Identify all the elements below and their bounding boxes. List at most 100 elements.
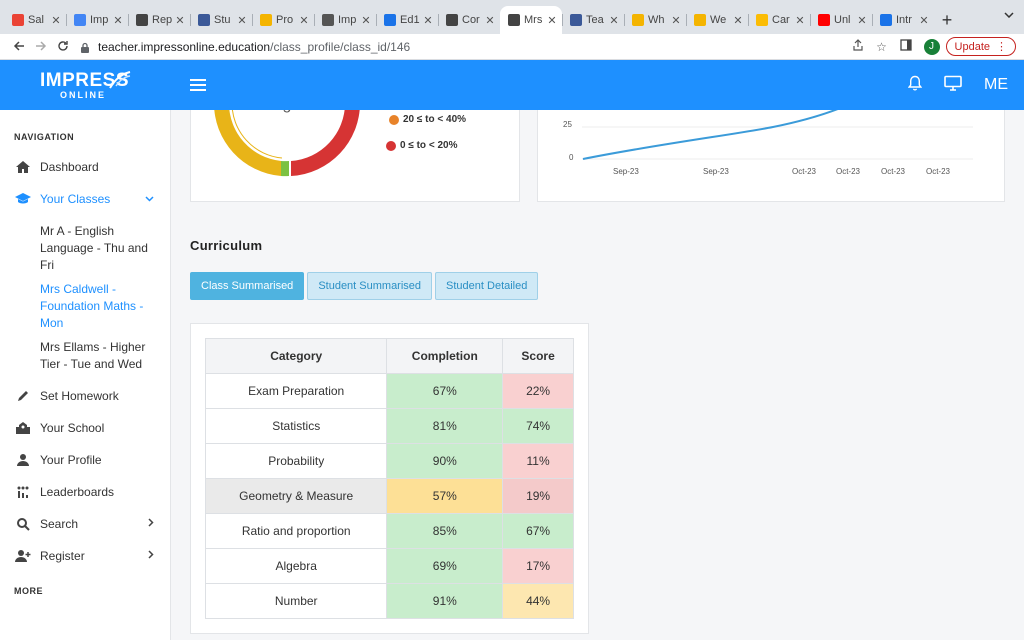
tab-favicon-icon bbox=[508, 14, 520, 26]
tab-close-icon[interactable]: ✕ bbox=[51, 14, 61, 27]
tab-close-icon[interactable]: ✕ bbox=[175, 14, 185, 27]
bell-icon[interactable] bbox=[907, 75, 923, 96]
cell-completion: 90% bbox=[386, 443, 504, 479]
tab-close-icon[interactable]: ✕ bbox=[733, 14, 743, 27]
browser-tab[interactable]: Rep ✕ bbox=[128, 6, 190, 34]
pencil-icon bbox=[14, 388, 32, 404]
class-link-mr-a[interactable]: Mr A - English Language - Thu and Fri bbox=[40, 224, 148, 272]
legend-item-20-40: 20 ≤ to < 40% bbox=[389, 114, 466, 125]
browser-tab[interactable]: Pro ✕ bbox=[252, 6, 314, 34]
me-menu[interactable]: ME bbox=[984, 76, 1008, 93]
tab-favicon-icon bbox=[260, 14, 272, 26]
update-label: Update bbox=[954, 40, 990, 53]
legend-dot-red bbox=[386, 140, 396, 151]
browser-tab[interactable]: Ed1 ✕ bbox=[376, 6, 438, 34]
tab-close-icon[interactable]: ✕ bbox=[547, 14, 557, 27]
sidebar-item-leaderboards[interactable]: Leaderboards bbox=[0, 476, 170, 508]
home-icon bbox=[14, 159, 32, 175]
update-button[interactable]: Update ⋮ bbox=[945, 37, 1016, 56]
tab-favicon-icon bbox=[694, 14, 706, 26]
tab-close-icon[interactable]: ✕ bbox=[113, 14, 123, 27]
add-user-icon bbox=[14, 548, 32, 564]
table-row[interactable]: Geometry & Measure 57% 19% bbox=[204, 478, 574, 514]
column-header-completion[interactable]: Completion bbox=[386, 338, 504, 374]
cell-completion: 81% bbox=[386, 408, 504, 444]
class-link-mrs-caldwell[interactable]: Mrs Caldwell - Foundation Maths - Mon bbox=[40, 282, 144, 330]
new-tab-button[interactable]: + bbox=[941, 9, 953, 30]
impress-logo[interactable]: IMPRESS ONLINE bbox=[0, 70, 170, 100]
browser-tab[interactable]: Sal ✕ bbox=[4, 6, 66, 34]
browser-tab[interactable]: Stu ✕ bbox=[190, 6, 252, 34]
cell-category: Geometry & Measure bbox=[204, 478, 388, 514]
browser-tab[interactable]: Wh ✕ bbox=[624, 6, 686, 34]
profile-avatar[interactable]: J bbox=[923, 38, 940, 55]
cell-completion: 57% bbox=[386, 478, 504, 514]
tab-student-summarised[interactable]: Student Summarised bbox=[307, 272, 433, 300]
table-row[interactable]: Number 91% 44% bbox=[204, 583, 574, 619]
tab-close-icon[interactable]: ✕ bbox=[795, 14, 805, 27]
tab-close-icon[interactable]: ✕ bbox=[919, 14, 929, 27]
tab-class-summarised[interactable]: Class Summarised bbox=[190, 272, 305, 300]
sidebar-item-your-classes[interactable]: Your Classes bbox=[0, 183, 170, 215]
cell-category: Statistics bbox=[204, 408, 388, 444]
tab-close-icon[interactable]: ✕ bbox=[299, 14, 309, 27]
share-icon[interactable] bbox=[846, 39, 870, 54]
browser-tab[interactable]: We ✕ bbox=[686, 6, 748, 34]
curriculum-view-tabs: Class Summarised Student Summarised Stud… bbox=[190, 272, 539, 300]
reload-icon[interactable] bbox=[52, 39, 74, 55]
tab-favicon-icon bbox=[12, 14, 24, 26]
monitor-icon[interactable] bbox=[944, 75, 962, 96]
sidebar-item-register[interactable]: Register bbox=[0, 540, 170, 572]
table-row[interactable]: Exam Preparation 67% 22% bbox=[204, 373, 574, 409]
browser-tab[interactable]: Imp ✕ bbox=[66, 6, 128, 34]
browser-tab[interactable]: Car ✕ bbox=[748, 6, 810, 34]
class-link-mrs-ellams[interactable]: Mrs Ellams - Higher Tier - Tue and Wed bbox=[40, 340, 146, 371]
cell-category: Probability bbox=[204, 443, 388, 479]
table-header-row: Category Completion Score bbox=[204, 338, 574, 374]
tab-close-icon[interactable]: ✕ bbox=[609, 14, 619, 27]
line-chart-card: 25 0 Sep-23 Sep-23 Oct-23 Oct-23 Oct-23 … bbox=[537, 110, 1005, 202]
table-row[interactable]: Ratio and proportion 85% 67% bbox=[204, 513, 574, 549]
browser-tab[interactable]: Unl ✕ bbox=[810, 6, 872, 34]
forward-arrow-icon[interactable] bbox=[30, 39, 52, 55]
tab-close-icon[interactable]: ✕ bbox=[857, 14, 867, 27]
tab-close-icon[interactable]: ✕ bbox=[671, 14, 681, 27]
column-header-score[interactable]: Score bbox=[502, 338, 574, 374]
tab-close-icon[interactable]: ✕ bbox=[237, 14, 247, 27]
tab-close-icon[interactable]: ✕ bbox=[423, 14, 433, 27]
cell-score: 44% bbox=[502, 583, 574, 619]
browser-tab[interactable]: Mrs ✕ bbox=[500, 6, 562, 34]
sidebar-item-your-school[interactable]: Your School bbox=[0, 412, 170, 444]
bookmark-star-icon[interactable]: ☆ bbox=[876, 39, 887, 54]
browser-tab[interactable]: Imp ✕ bbox=[314, 6, 376, 34]
browser-tab[interactable]: Intr ✕ bbox=[872, 6, 934, 34]
tab-close-icon[interactable]: ✕ bbox=[361, 14, 371, 27]
sidebar-item-set-homework[interactable]: Set Homework bbox=[0, 380, 170, 412]
leaderboard-icon bbox=[14, 484, 32, 500]
column-header-category[interactable]: Category bbox=[204, 338, 388, 374]
tab-label: Imp bbox=[90, 14, 109, 26]
browser-tab[interactable]: Cor ✕ bbox=[438, 6, 500, 34]
sidebar-item-label: Your Profile bbox=[40, 453, 102, 467]
sidebar: NAVIGATION Dashboard Your Classes Mr A -… bbox=[0, 110, 171, 640]
tab-search-chevron-icon[interactable] bbox=[1004, 10, 1014, 21]
side-panel-icon[interactable] bbox=[894, 39, 918, 54]
donut-segment-green bbox=[281, 161, 289, 177]
hamburger-menu-icon[interactable] bbox=[190, 76, 206, 94]
cell-completion: 69% bbox=[386, 548, 504, 584]
back-arrow-icon[interactable] bbox=[8, 39, 30, 55]
cell-completion: 91% bbox=[386, 583, 504, 619]
tab-student-detailed[interactable]: Student Detailed bbox=[435, 272, 539, 300]
sidebar-item-your-profile[interactable]: Your Profile bbox=[0, 444, 170, 476]
lock-icon bbox=[80, 42, 90, 53]
url-field[interactable]: teacher.impressonline.education/class_pr… bbox=[80, 40, 846, 54]
donut-center-text: g bbox=[283, 110, 292, 113]
table-row[interactable]: Probability 90% 11% bbox=[204, 443, 574, 479]
sidebar-item-search[interactable]: Search bbox=[0, 508, 170, 540]
table-row[interactable]: Algebra 69% 17% bbox=[204, 548, 574, 584]
tab-close-icon[interactable]: ✕ bbox=[485, 14, 495, 27]
browser-tab[interactable]: Tea ✕ bbox=[562, 6, 624, 34]
sidebar-item-dashboard[interactable]: Dashboard bbox=[0, 151, 170, 183]
x-tick-label: Oct-23 bbox=[926, 167, 951, 176]
table-row[interactable]: Statistics 81% 74% bbox=[204, 408, 574, 444]
